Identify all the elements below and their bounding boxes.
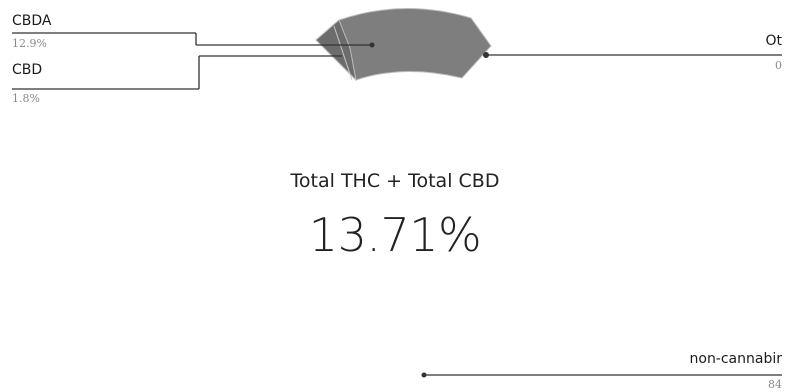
slice-label-cbd: CBD [12, 62, 43, 78]
slice-value-non-cannabinoid: 84 [768, 378, 782, 391]
slice-cbd [315, 19, 357, 82]
leader-line-cbd [12, 55, 342, 90]
leader-line-non-cannabinoid [421, 372, 782, 378]
slice-cbda [315, 8, 492, 81]
center-value: 13.71% [308, 208, 482, 262]
slice-value-cbd: 1.8% [12, 92, 40, 105]
slice-label-non-cannabinoid: non-cannabir [689, 351, 783, 367]
slice-value-cbda: 12.9% [12, 37, 47, 50]
leader-line-cbda [12, 32, 375, 48]
slice-label-ot: Ot [765, 33, 782, 49]
slice-value-ot: 0 [775, 59, 782, 72]
slice-label-cbda: CBDA [12, 13, 52, 29]
center-label: Total THC + Total CBD [290, 170, 500, 192]
leader-line-ot [483, 52, 782, 58]
